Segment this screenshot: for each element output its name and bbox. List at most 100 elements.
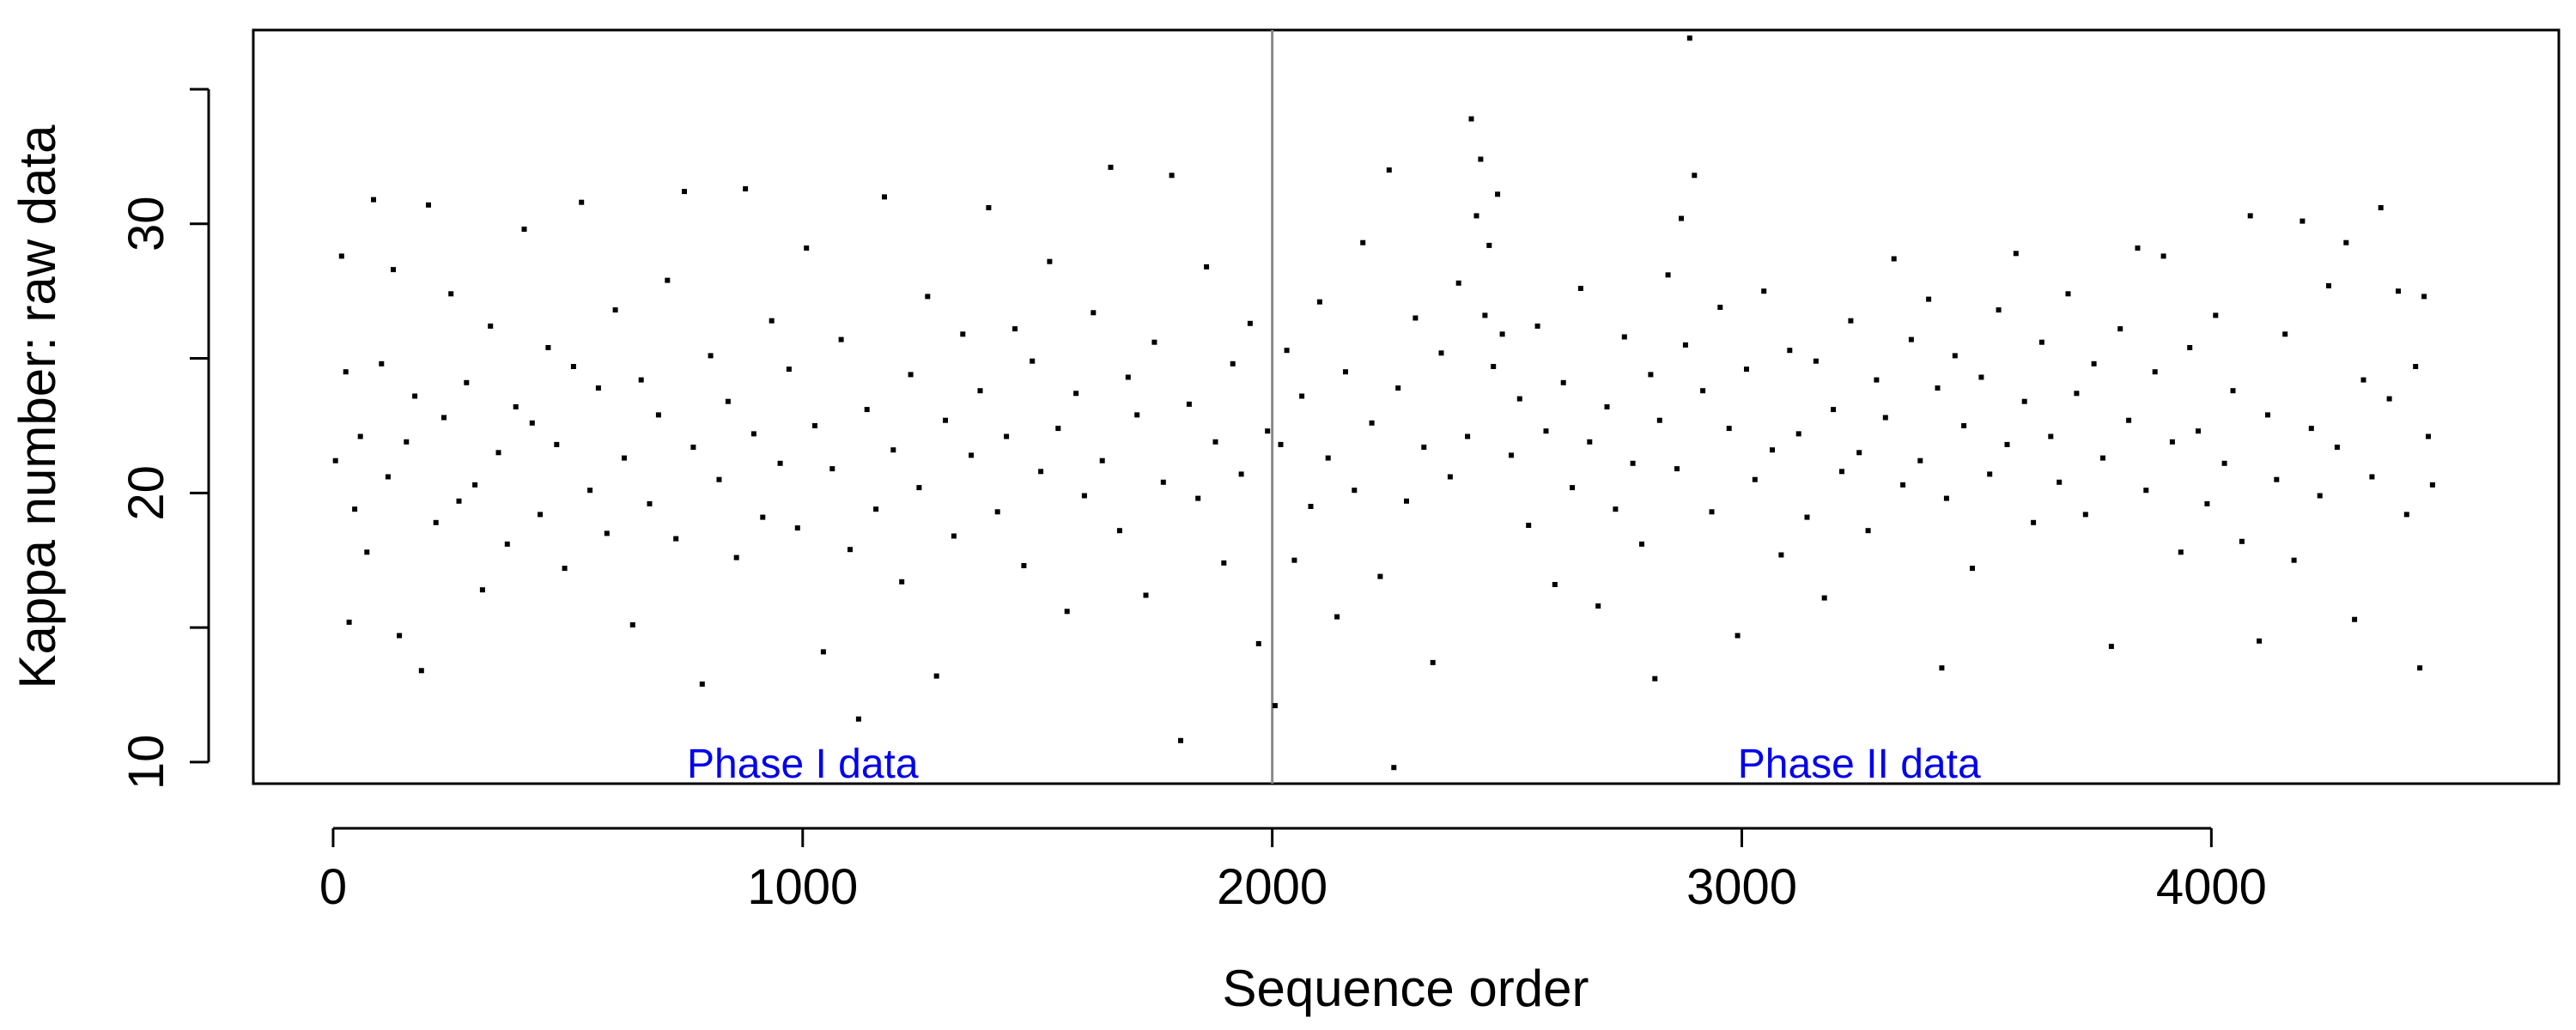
data-point [743,186,749,191]
data-point [2031,519,2037,525]
data-point [1352,488,1358,494]
data-point [725,398,731,404]
data-point [2065,291,2071,297]
data-point [1587,439,1593,445]
data-point [2196,428,2201,434]
data-point [1679,215,1684,221]
data-point [1421,445,1427,450]
data-point [2126,417,2132,423]
data-point [1386,167,1392,173]
data-point [1265,428,1271,434]
data-point [1831,407,1837,413]
data-point [1552,582,1558,587]
data-point [1343,369,1348,375]
data-point [2038,339,2044,345]
data-point [925,294,931,300]
data-point [521,227,527,232]
data-point [1299,393,1305,399]
plot-frame [252,28,2561,785]
data-point [391,267,396,273]
data-point [873,506,879,512]
data-point [622,455,627,461]
data-point [1577,286,1583,291]
data-point [2169,439,2175,445]
data-point [332,457,338,464]
data-point [1468,116,1474,122]
y-axis-tick-label: 30 [118,197,174,252]
data-point [1534,323,1540,329]
data-point [1064,609,1070,615]
data-point [1961,423,1967,428]
data-point [1284,348,1290,354]
data-point [769,318,775,324]
data-point [1939,665,1945,671]
data-point [848,547,853,553]
data-point [786,367,792,373]
data-point [1291,557,1297,563]
data-point [2160,253,2166,259]
data-point [1839,469,1844,475]
data-point [1595,603,1601,609]
data-point [1848,318,1854,324]
data-point [699,682,705,687]
data-point [2417,665,2423,671]
data-point [2282,331,2288,337]
data-point [587,488,593,494]
data-point [2239,538,2245,544]
data-point [1900,482,1906,488]
data-point [433,519,439,525]
y-axis-tick-label: 10 [118,735,174,791]
data-point [418,668,424,674]
data-point [2413,364,2419,369]
data-point [1143,592,1149,598]
y-axis-tick-label: 20 [118,465,174,521]
data-point [2013,251,2019,257]
data-point [352,506,358,512]
data-point [673,536,679,542]
data-point [1996,307,2002,313]
data-point [1570,485,1576,491]
data-point [2429,482,2435,488]
data-point [708,353,714,359]
data-point [2204,500,2210,506]
data-point [994,509,1000,515]
data-point [1935,385,1941,391]
data-point [1030,358,1036,364]
data-point [1151,339,1157,345]
data-point [1325,455,1331,461]
x-axis-title: Sequence order [1223,960,1589,1017]
data-point [488,323,494,329]
data-point [1195,495,1201,501]
data-point [794,525,800,531]
data-point [1682,342,1688,348]
data-point [1952,353,1958,359]
data-point [545,345,551,350]
data-point [1735,633,1741,639]
data-point [1908,336,1914,342]
data-point [933,673,939,679]
data-point [1012,326,1018,332]
data-point [2265,412,2270,418]
data-point [1630,460,1636,466]
data-point [1970,566,1975,572]
data-point [890,447,896,453]
data-point [1526,523,1532,528]
data-point [2135,245,2141,251]
data-point [2360,377,2366,383]
data-point [986,205,992,210]
data-point [1238,471,1244,477]
data-point [943,417,948,423]
data-point [1021,563,1027,568]
data-point [1091,310,1097,316]
data-point [1560,379,1566,385]
x-axis-tick-label: 3000 [1686,859,1797,915]
data-point [479,587,485,593]
data-point [1509,452,1514,458]
data-point [690,445,696,450]
data-point [951,533,957,539]
data-point [1770,447,1775,453]
data-point [1499,331,1505,337]
data-point [472,482,478,488]
data-point [1652,676,1658,682]
x-axis: 0 1000 2000 3000 4000 [319,827,2267,915]
